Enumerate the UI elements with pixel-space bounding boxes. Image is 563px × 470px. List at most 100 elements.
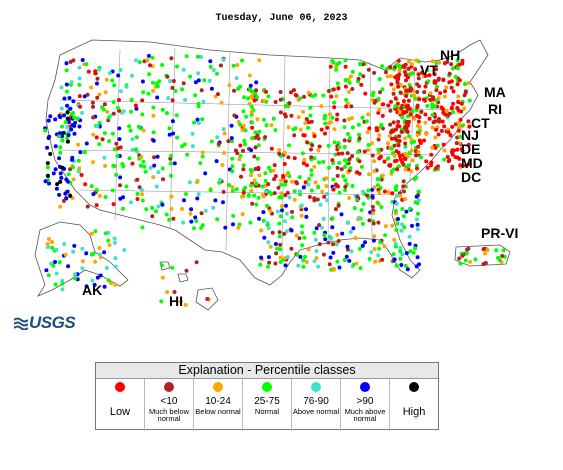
gauge-dot <box>223 225 228 230</box>
gauge-dot <box>302 235 307 240</box>
gauge-dot <box>359 164 364 169</box>
gauge-dot <box>392 257 397 262</box>
gauge-dot <box>359 82 364 87</box>
gauge-dot <box>376 220 381 225</box>
gauge-dot <box>221 127 226 132</box>
gauge-dot <box>230 169 235 174</box>
gauge-dot <box>80 110 85 115</box>
label-ct: CT <box>471 115 490 131</box>
gauge-dot <box>112 240 117 245</box>
gauge-dot <box>106 238 111 243</box>
gauge-dot <box>273 128 278 132</box>
gauge-dot <box>93 259 98 264</box>
gauge-dot <box>266 226 271 231</box>
gauge-dot <box>335 232 340 237</box>
usgs-waves-icon <box>14 317 28 330</box>
gauge-dot <box>200 117 205 122</box>
gauge-dot <box>77 76 82 81</box>
gauge-dot <box>249 104 254 109</box>
gauge-dot <box>406 163 411 168</box>
gauge-dot <box>292 156 297 161</box>
gauge-dot <box>347 157 352 162</box>
gauge-dot <box>247 73 252 78</box>
gauge-dot <box>303 180 308 185</box>
legend-class-low: Low <box>96 379 145 431</box>
gauge-dot <box>301 258 306 263</box>
gauge-dot <box>160 166 165 171</box>
gauge-dot <box>64 61 69 66</box>
gauge-dot <box>306 182 311 187</box>
gauge-dot <box>100 137 105 142</box>
gauge-dot <box>273 174 278 179</box>
gauge-dot <box>241 167 246 172</box>
gauge-dot <box>243 128 248 133</box>
gauge-dot <box>397 134 402 139</box>
gauge-dot <box>105 109 110 114</box>
gauge-dot <box>298 192 303 197</box>
gauge-dot <box>342 125 347 130</box>
gauge-dot <box>151 138 156 143</box>
gauge-dot <box>65 125 70 130</box>
gauge-dot <box>214 159 219 164</box>
gauge-dot <box>380 87 385 92</box>
gauge-dot <box>64 68 69 73</box>
gauge-dot <box>356 122 361 127</box>
gauge-dot <box>339 212 344 217</box>
gauge-dot <box>334 94 339 99</box>
gauge-dot <box>356 150 361 154</box>
gauge-dot <box>345 151 350 156</box>
gauge-dot <box>64 196 69 201</box>
gauge-dot <box>62 96 67 101</box>
gauge-dot <box>208 188 213 193</box>
gauge-dot <box>146 91 151 96</box>
gauge-dot <box>334 117 339 122</box>
gauge-dot <box>332 140 337 145</box>
gauge-dot <box>334 242 339 247</box>
gauge-dot <box>152 155 157 160</box>
gauge-dot <box>300 151 305 156</box>
gauge-dot <box>267 165 271 170</box>
gauge-dot <box>359 208 364 213</box>
gauge-dot <box>195 54 200 59</box>
gauge-dot <box>305 140 310 145</box>
gauge-dot <box>141 159 146 164</box>
gauge-dot <box>450 148 455 153</box>
gauge-dot <box>393 75 398 80</box>
gauge-dot <box>407 106 412 111</box>
gauge-dot <box>360 115 365 120</box>
gauge-dot <box>434 166 439 171</box>
gauge-dot <box>78 150 83 155</box>
gauge-dot <box>376 147 381 152</box>
gauge-dot <box>215 71 219 76</box>
gauge-dot <box>457 62 462 67</box>
legend-side-label: Low <box>109 406 131 418</box>
gauge-dot <box>91 104 95 109</box>
gauge-dot <box>456 121 461 125</box>
label-de: DE <box>461 141 481 157</box>
gauge-dot <box>261 98 266 103</box>
gauge-dot <box>397 124 402 129</box>
gauge-dot <box>303 121 308 126</box>
gauge-dot <box>277 234 282 239</box>
gauge-dot <box>413 246 418 251</box>
gauge-dot <box>285 190 290 195</box>
gauge-dot <box>271 168 276 173</box>
gauge-dot <box>284 211 289 216</box>
gauge-dot <box>170 119 175 124</box>
gauge-dot <box>156 204 161 209</box>
gauge-dot <box>345 221 350 225</box>
gauge-dot <box>76 158 81 163</box>
gauge-dot <box>403 263 408 268</box>
gauge-dot <box>190 144 195 149</box>
gauge-dot <box>343 58 348 63</box>
gauge-dot <box>154 184 159 189</box>
gauge-dot <box>457 156 462 161</box>
gauge-dot <box>207 78 212 83</box>
gauge-dot <box>340 151 345 156</box>
gauge-dot <box>394 149 399 154</box>
gauge-dot <box>122 248 127 252</box>
gauge-dot <box>63 252 68 257</box>
gauge-dot <box>350 87 355 91</box>
gauge-dot <box>428 97 433 102</box>
gauge-dot <box>46 237 51 241</box>
